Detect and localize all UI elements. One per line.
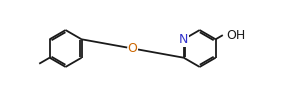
Text: OH: OH bbox=[226, 29, 245, 42]
Text: N: N bbox=[179, 33, 188, 46]
Text: O: O bbox=[128, 42, 138, 55]
